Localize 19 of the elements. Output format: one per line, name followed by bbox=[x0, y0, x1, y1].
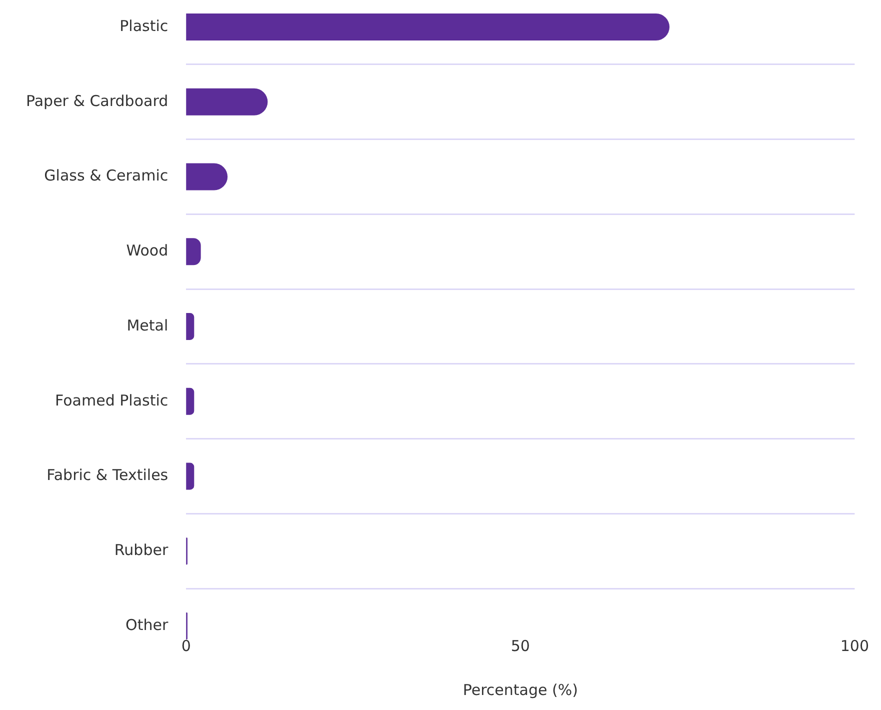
y-tick-label: Wood bbox=[126, 242, 168, 260]
bar bbox=[186, 14, 670, 40]
y-tick-label: Paper & Cardboard bbox=[26, 92, 168, 110]
bar bbox=[186, 238, 201, 266]
bar bbox=[186, 88, 268, 116]
x-axis-title: Percentage (%) bbox=[462, 680, 578, 699]
x-tick-label: 100 bbox=[840, 636, 870, 655]
bar bbox=[186, 388, 194, 415]
bar bbox=[186, 313, 194, 340]
x-tick-label: 0 bbox=[181, 636, 191, 655]
y-tick-label: Glass & Ceramic bbox=[44, 166, 168, 185]
y-tick-label: Metal bbox=[126, 316, 168, 334]
y-tick-label: Fabric & Textiles bbox=[46, 466, 168, 484]
bar bbox=[186, 462, 194, 490]
y-tick-label: Foamed Plastic bbox=[55, 391, 168, 410]
y-tick-label: Rubber bbox=[114, 541, 169, 560]
y-tick-label: Plastic bbox=[120, 16, 168, 35]
y-tick-label: Other bbox=[126, 616, 169, 634]
x-tick-label: 50 bbox=[510, 636, 530, 655]
